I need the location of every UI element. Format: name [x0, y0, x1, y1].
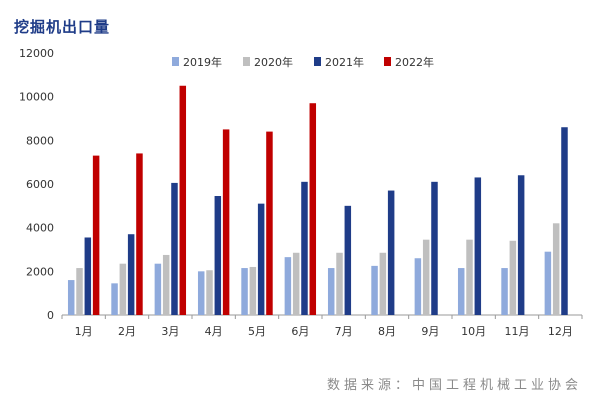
bar-2022年-6月 [309, 103, 317, 315]
bar-2022年-4月 [222, 129, 230, 315]
bar-2022年-5月 [266, 131, 273, 315]
bar-2022年-1月 [92, 155, 100, 315]
bar-2019年-7月 [327, 268, 335, 315]
x-tick-label: 5月 [248, 325, 266, 338]
bar-2019年-6月 [284, 257, 292, 315]
bar-2021年-8月 [387, 190, 395, 315]
bar-2021年-12月 [561, 127, 568, 315]
bar-2021年-2月 [127, 234, 135, 315]
bar-2022年-3月 [179, 85, 187, 315]
bars [67, 85, 568, 315]
y-tick-label: 6000 [26, 178, 54, 191]
legend-swatch [314, 57, 321, 66]
y-tick-label: 4000 [26, 222, 54, 235]
bar-2020年-10月 [466, 239, 473, 315]
legend-swatch [243, 57, 250, 66]
y-tick-label: 10000 [19, 91, 54, 104]
bar-2020年-12月 [552, 223, 560, 315]
y-tick-label: 8000 [26, 134, 54, 147]
x-axis: 1月 2月 3月 4月 5月 6月 7月 8月 9月 10月 11月 12月 [61, 314, 583, 338]
bar-2021年-5月 [257, 203, 265, 315]
x-tick-label: 12月 [548, 325, 573, 338]
bar-2020年-8月 [379, 252, 387, 315]
x-tick-label: 1月 [75, 325, 93, 338]
legend-label: 2022年 [395, 55, 434, 69]
legend-swatch [172, 57, 179, 66]
legend-swatch [384, 57, 391, 66]
bar-2021年-7月 [344, 205, 352, 315]
bar-2019年-1月 [67, 280, 75, 315]
bar-2021年-10月 [474, 177, 482, 315]
bar-2020年-2月 [119, 263, 127, 315]
chart-title: 挖掘机出口量 [14, 18, 111, 36]
bar-2019年-2月 [111, 283, 118, 315]
legend-label: 2020年 [254, 55, 293, 69]
bar-2020年-5月 [249, 266, 257, 315]
bar-2020年-7月 [336, 252, 343, 315]
bar-2020年-11月 [509, 240, 517, 315]
bar-2022年-2月 [136, 153, 143, 315]
bar-2021年-4月 [214, 196, 222, 315]
bar-2019年-4月 [197, 271, 205, 315]
bar-2020年-3月 [162, 254, 170, 315]
legend-label: 2019年 [183, 55, 222, 69]
x-tick-label: 7月 [335, 325, 353, 338]
bar-2020年-1月 [76, 268, 83, 315]
y-tick-label: 12000 [19, 47, 54, 60]
x-tick-label: 3月 [161, 325, 179, 338]
bar-2021年-11月 [517, 175, 525, 315]
bar-2021年-3月 [171, 182, 178, 315]
bar-2019年-9月 [414, 258, 422, 315]
bar-2019年-12月 [544, 251, 552, 315]
x-tick-label: 2月 [118, 325, 136, 338]
y-tick-label: 2000 [26, 265, 54, 278]
bar-2019年-10月 [457, 268, 465, 315]
bar-2021年-1月 [84, 237, 92, 315]
y-tick-label: 0 [47, 309, 54, 322]
x-tick-label: 4月 [205, 325, 223, 338]
source-note: 数据来源：中国工程机械工业协会 [326, 378, 582, 393]
x-tick-label: 9月 [421, 325, 439, 338]
bar-2019年-5月 [241, 268, 248, 315]
x-tick-label: 11月 [505, 325, 530, 338]
x-tick-label: 8月 [378, 325, 396, 338]
y-axis: 0 2000 4000 6000 8000 10000 12000 [19, 47, 54, 322]
x-tick-label: 6月 [291, 325, 309, 338]
bar-2020年-6月 [292, 252, 300, 315]
bar-2021年-6月 [301, 181, 308, 315]
bar-2021年-9月 [431, 181, 438, 315]
bar-2020年-9月 [422, 239, 430, 315]
x-tick-label: 10月 [461, 325, 486, 338]
legend: 2019年 2020年 2021年 2022年 [172, 55, 434, 69]
bar-2019年-11月 [501, 268, 508, 315]
bar-2019年-3月 [154, 263, 162, 315]
bar-2019年-8月 [371, 265, 378, 315]
legend-label: 2021年 [325, 55, 364, 69]
bar-2020年-4月 [206, 270, 213, 315]
